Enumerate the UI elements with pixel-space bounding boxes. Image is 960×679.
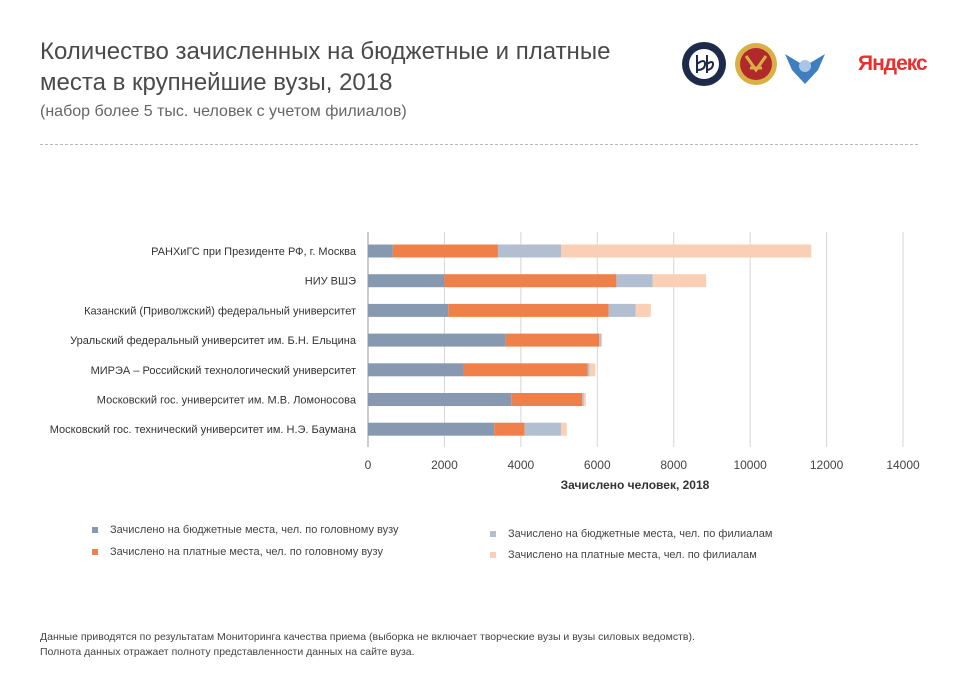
- category-label: РАНХиГС при Президенте РФ, г. Москва: [151, 246, 357, 258]
- bar-segment: [599, 333, 602, 347]
- x-tick-label: 4000: [508, 458, 535, 472]
- bar-segment: [368, 422, 495, 436]
- category-label: Казанский (Приволжский) федеральный унив…: [84, 305, 356, 317]
- x-tick-label: 14000: [886, 458, 920, 472]
- x-tick-label: 6000: [584, 458, 611, 472]
- bar-segment: [494, 422, 525, 436]
- bar-segment: [560, 422, 567, 436]
- hse-logo-icon: [682, 42, 726, 86]
- legend-item-budget-main: Зачислено на бюджетные места, чел. по го…: [92, 524, 399, 536]
- footnote-line-1: Данные приводятся по результатам Монитор…: [40, 631, 695, 643]
- category-labels: РАНХиГС при Президенте РФ, г. Москва НИУ …: [50, 246, 357, 436]
- bar-segment: [505, 333, 600, 347]
- legend-swatch-budget-main: [92, 527, 98, 533]
- category-label: Московский гос. технический университет …: [50, 424, 357, 436]
- bar-segment: [652, 274, 707, 288]
- x-tick-label: 10000: [733, 458, 767, 472]
- chart-title: Количество зачисленных на бюджетные и пл…: [40, 38, 611, 96]
- legend-swatch-budget-branch: [490, 531, 496, 537]
- bar-segment: [448, 303, 609, 317]
- category-label: Уральский федеральный университет им. Б.…: [70, 335, 357, 347]
- footnote-line-2: Полнота данных отражает полноту представ…: [40, 646, 415, 658]
- x-tick-label: 12000: [810, 458, 844, 472]
- category-label: Московский гос. университет им. М.В. Лом…: [97, 395, 357, 407]
- bar-segment: [587, 363, 590, 377]
- category-label: НИУ ВШЭ: [305, 276, 356, 288]
- chart-subtitle: (набор более 5 тыс. человек с учетом фил…: [40, 103, 407, 120]
- bar-segment: [583, 393, 586, 406]
- x-tick-labels: 0 2000 4000 6000 8000 10000 12000 14000: [365, 458, 920, 472]
- bar-segment: [368, 244, 393, 258]
- yandex-logo: Яндекс: [858, 52, 928, 75]
- bar-segment: [368, 303, 449, 317]
- bar-segment: [497, 244, 561, 258]
- x-axis-label: Зачислено человек, 2018: [561, 478, 710, 492]
- bar-segment: [635, 303, 651, 317]
- bar-segment: [601, 333, 603, 347]
- legend-label: Зачислено на бюджетные места, чел. по фи…: [508, 528, 773, 540]
- bar-segment: [392, 244, 498, 258]
- legend-label: Зачислено на бюджетные места, чел. по го…: [110, 524, 399, 536]
- x-tick-label: 0: [365, 458, 372, 472]
- x-tick-label: 2000: [431, 458, 458, 472]
- chart-bars: [368, 244, 812, 436]
- rosobrnadzor-eagle-icon: [785, 54, 825, 84]
- bar-segment: [582, 393, 584, 406]
- bar-segment: [368, 274, 445, 288]
- bar-segment: [560, 244, 812, 258]
- legend-swatch-paid-branch: [490, 552, 496, 558]
- legend-item-paid-main: Зачислено на платные места, чел. по голо…: [92, 546, 383, 558]
- footnote: Данные приводятся по результатам Монитор…: [40, 630, 695, 660]
- divider-line: [40, 144, 918, 145]
- bar-segment: [368, 333, 506, 347]
- partner-logos: [682, 42, 825, 86]
- category-label: МИРЭА – Российский технологический униве…: [91, 365, 356, 377]
- legend-label: Зачислено на платные места, чел. по голо…: [110, 546, 383, 558]
- ministry-emblem-icon: [735, 43, 777, 85]
- legend-swatch-paid-main: [92, 549, 98, 555]
- bar-segment: [444, 274, 617, 288]
- bar-segment: [463, 363, 588, 377]
- x-tick-label: 8000: [660, 458, 687, 472]
- legend-label: Зачислено на платные места, чел. по фили…: [508, 549, 757, 561]
- legend-item-budget-branch: Зачислено на бюджетные места, чел. по фи…: [490, 528, 772, 540]
- bar-segment: [368, 393, 512, 406]
- bar-segment: [589, 363, 596, 377]
- legend-item-paid-branch: Зачислено на платные места, чел. по фили…: [490, 549, 757, 561]
- bar-segment: [511, 393, 582, 406]
- bar-segment: [616, 274, 653, 288]
- bar-segment: [608, 303, 636, 317]
- bar-segment: [524, 422, 561, 436]
- bar-segment: [368, 363, 464, 377]
